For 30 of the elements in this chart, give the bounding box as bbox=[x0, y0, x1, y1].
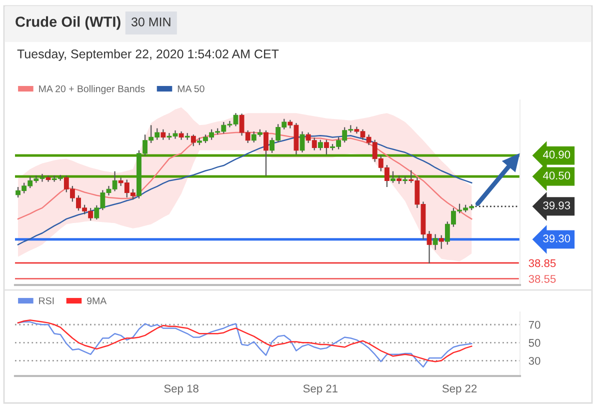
candlestick bbox=[300, 130, 305, 153]
candlestick bbox=[432, 234, 438, 250]
candlestick bbox=[264, 130, 268, 177]
y-tick-label: 70 bbox=[528, 320, 540, 329]
chart-title: Crude Oil (WTI) bbox=[16, 16, 120, 30]
line-series bbox=[17, 321, 472, 368]
candlestick bbox=[324, 139, 329, 156]
ref-line-label: 39.93 bbox=[543, 202, 570, 210]
candlestick bbox=[318, 139, 323, 151]
legend-label: RSI bbox=[39, 297, 54, 304]
legend-label: 9MA bbox=[87, 297, 107, 304]
x-tick-label: Sep 22 bbox=[442, 384, 477, 395]
legend-label: MA 50 bbox=[178, 85, 204, 92]
candlestick bbox=[438, 234, 444, 250]
x-tick-label: Sep 21 bbox=[303, 384, 338, 395]
y-tick-label: 38.85 bbox=[528, 259, 556, 268]
line-series bbox=[17, 319, 472, 362]
y-tick-label: 30 bbox=[528, 356, 540, 365]
x-tick-label: Sep 18 bbox=[164, 384, 198, 395]
text: 30 MIN bbox=[131, 18, 170, 26]
candlestick bbox=[390, 170, 396, 184]
y-tick-label: 50 bbox=[528, 338, 540, 347]
candlestick bbox=[190, 134, 196, 147]
legend-label: MA 20 + Bollinger Bands bbox=[39, 85, 145, 94]
ref-line-label: 40.90 bbox=[542, 150, 570, 159]
candlestick bbox=[160, 128, 166, 140]
chart-subtitle: Tuesday, September 22, 2020 1:54:02 AM CET bbox=[17, 49, 279, 61]
y-tick-label: 38.55 bbox=[528, 274, 556, 283]
ref-line-label: 39.30 bbox=[543, 234, 570, 242]
ref-line-label: 40.50 bbox=[542, 172, 570, 180]
